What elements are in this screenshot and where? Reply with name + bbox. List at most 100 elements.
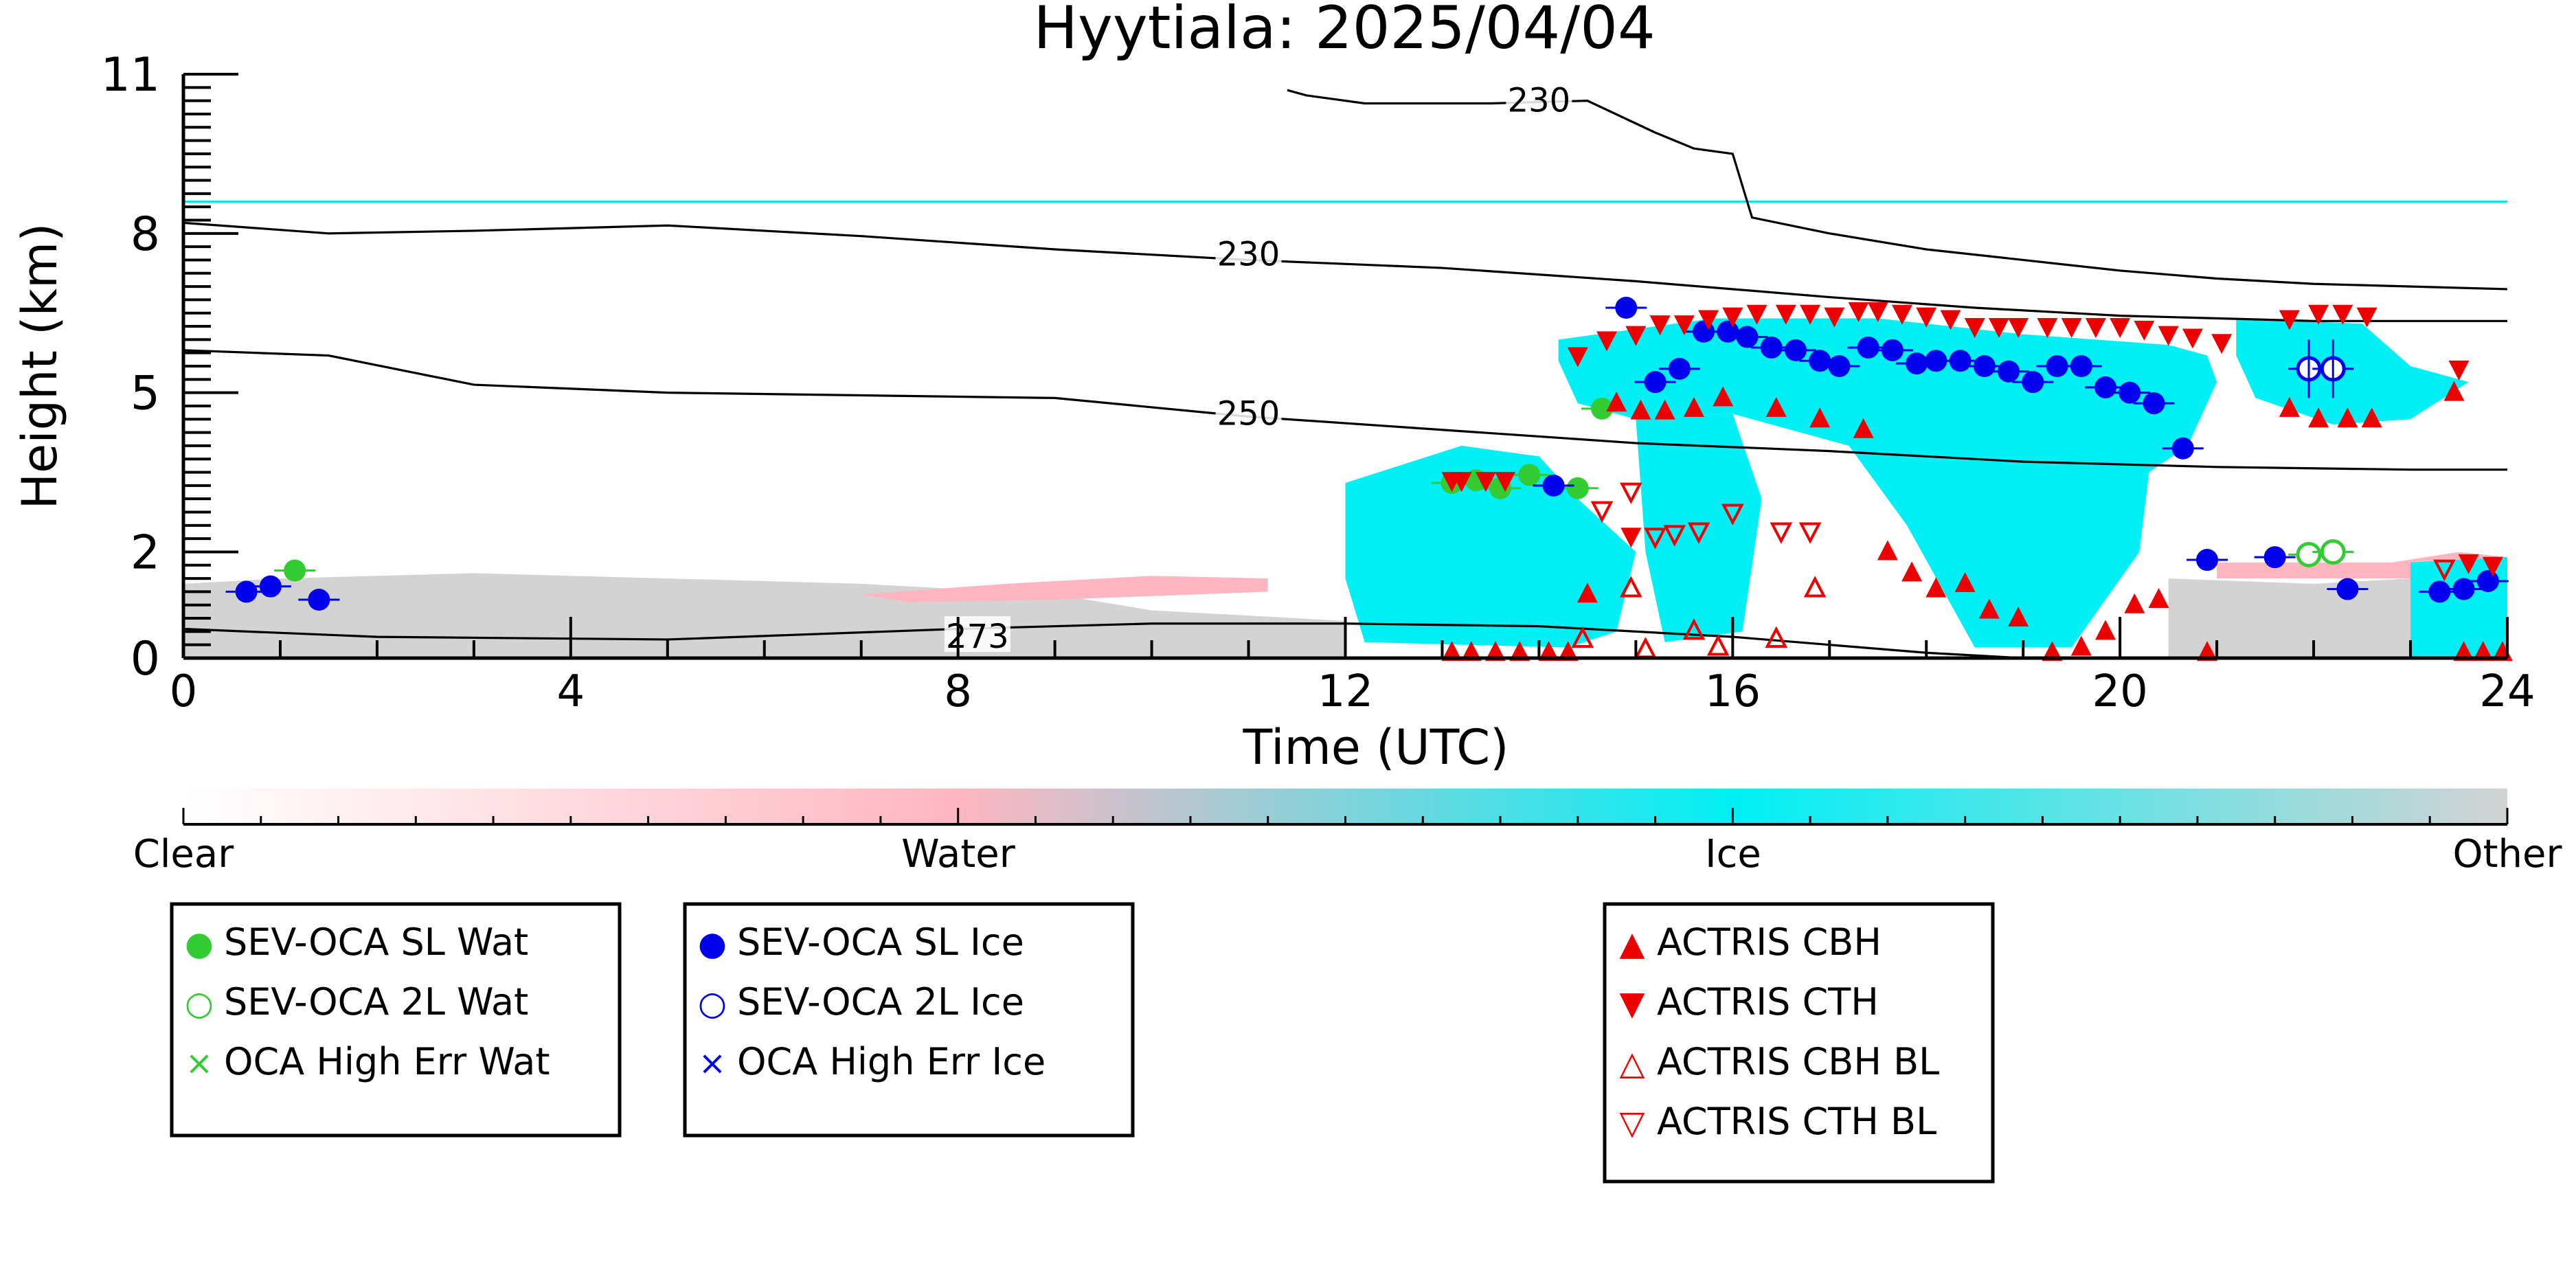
data-point <box>1475 472 1496 493</box>
legend-frame <box>170 902 622 1138</box>
data-point <box>1441 641 1462 662</box>
contour-line <box>183 349 2507 471</box>
data-point <box>1925 577 1947 598</box>
data-point <box>1857 336 1879 359</box>
data-point <box>2320 539 2346 565</box>
data-point <box>2143 392 2165 415</box>
legend-label: ACTRIS CBH <box>1657 920 1882 964</box>
contour-label-bg <box>1506 80 1572 116</box>
legend-label: SEV-OCA 2L Ice <box>737 980 1024 1024</box>
contour-label: 230 <box>1217 236 1280 274</box>
data-point <box>1906 352 1928 375</box>
data-point <box>1654 399 1675 420</box>
contour-label: 250 <box>1217 395 1280 433</box>
data-point <box>1998 360 2020 383</box>
data-point <box>1765 626 1788 648</box>
data-point <box>1620 576 1642 598</box>
data-point <box>2110 318 2131 339</box>
legend-symbol: ▼ <box>1620 984 1645 1023</box>
data-point <box>1746 304 1767 325</box>
data-point <box>1566 477 1589 499</box>
data-point <box>1848 302 1869 322</box>
data-point <box>2095 620 2116 640</box>
legend-label: OCA High Err Wat <box>224 1040 550 1083</box>
data-point <box>1881 339 1903 361</box>
axes: 0 4 8 12 16 20 24 0 2 5 8 11 <box>100 48 2535 717</box>
ice-region <box>1345 445 1636 648</box>
data-point <box>1571 626 1594 648</box>
data-point <box>1682 618 1706 640</box>
legend-symbol: × <box>699 1044 726 1083</box>
x-tick-label: 0 <box>170 666 198 717</box>
data-point <box>1775 304 1796 325</box>
legend-symbol: ● <box>185 925 214 963</box>
data-point <box>1663 525 1686 547</box>
ice-region <box>1636 414 1762 642</box>
water-region <box>861 576 1268 602</box>
data-point <box>1736 326 1759 348</box>
data-point <box>2070 635 2092 656</box>
data-point <box>2263 546 2286 569</box>
contour-label-bg <box>1215 393 1282 429</box>
data-point <box>2085 318 2106 339</box>
data-point <box>1634 637 1657 659</box>
y-tick-label: 5 <box>131 367 160 421</box>
legend-label: SEV-OCA SL Wat <box>224 920 528 964</box>
data-point <box>1717 320 1739 343</box>
data-point <box>1620 482 1642 504</box>
y-tick-label: 0 <box>131 632 160 686</box>
legend-label: ACTRIS CTH BL <box>1657 1100 1936 1143</box>
data-point <box>2037 318 2058 339</box>
data-point <box>2482 556 2503 577</box>
data-point <box>1441 472 1462 493</box>
data-point <box>1644 371 1667 394</box>
data-point <box>1713 386 1734 407</box>
data-point <box>1509 641 1530 662</box>
series-actris-cbh <box>1441 381 2513 662</box>
data-point <box>1620 528 1642 548</box>
data-point <box>2428 580 2451 603</box>
data-point <box>1901 561 1923 582</box>
data-point <box>1892 304 1913 325</box>
data-point <box>2158 326 2179 346</box>
data-point <box>1803 576 1827 598</box>
colorbar-label: Other <box>2452 832 2562 877</box>
data-point <box>1760 336 1783 359</box>
series-actris-cbh-bl <box>1571 576 1827 659</box>
x-tick-label: 4 <box>556 666 585 717</box>
series-actris-cth-bl <box>1590 482 2456 581</box>
ice-region <box>2236 318 2469 425</box>
contour-line <box>183 221 2507 322</box>
data-point <box>235 580 258 603</box>
contour-label-bg <box>1215 234 1282 270</box>
data-point <box>1853 418 1874 438</box>
series-sev-oca-2l-wat <box>2288 539 2354 567</box>
y-tick-label: 2 <box>131 526 160 580</box>
data-point <box>259 575 282 598</box>
data-point <box>2061 318 2082 339</box>
data-point <box>1722 307 1743 328</box>
data-point <box>1625 326 1647 346</box>
data-point <box>1828 355 1851 377</box>
markers <box>225 297 2513 662</box>
data-point <box>2332 304 2353 325</box>
data-point <box>1557 641 1579 662</box>
data-point <box>1538 641 1559 662</box>
data-point <box>2472 641 2494 662</box>
data-point <box>2197 641 2218 662</box>
data-point <box>1683 396 1704 417</box>
data-point <box>1964 318 1985 339</box>
data-point <box>1940 310 1961 330</box>
data-point <box>2336 578 2359 600</box>
data-point <box>2008 607 2029 627</box>
colorbar-label: Ice <box>1705 832 1761 877</box>
legend-symbol: ● <box>698 925 727 963</box>
data-point <box>1596 331 1618 352</box>
data-point <box>1784 339 1807 361</box>
legend-symbol: ○ <box>185 984 214 1023</box>
x-axis-label: Time (UTC) <box>1243 719 1509 776</box>
data-point <box>1673 315 1695 336</box>
data-point <box>2119 381 2141 404</box>
data-point <box>1577 583 1598 603</box>
